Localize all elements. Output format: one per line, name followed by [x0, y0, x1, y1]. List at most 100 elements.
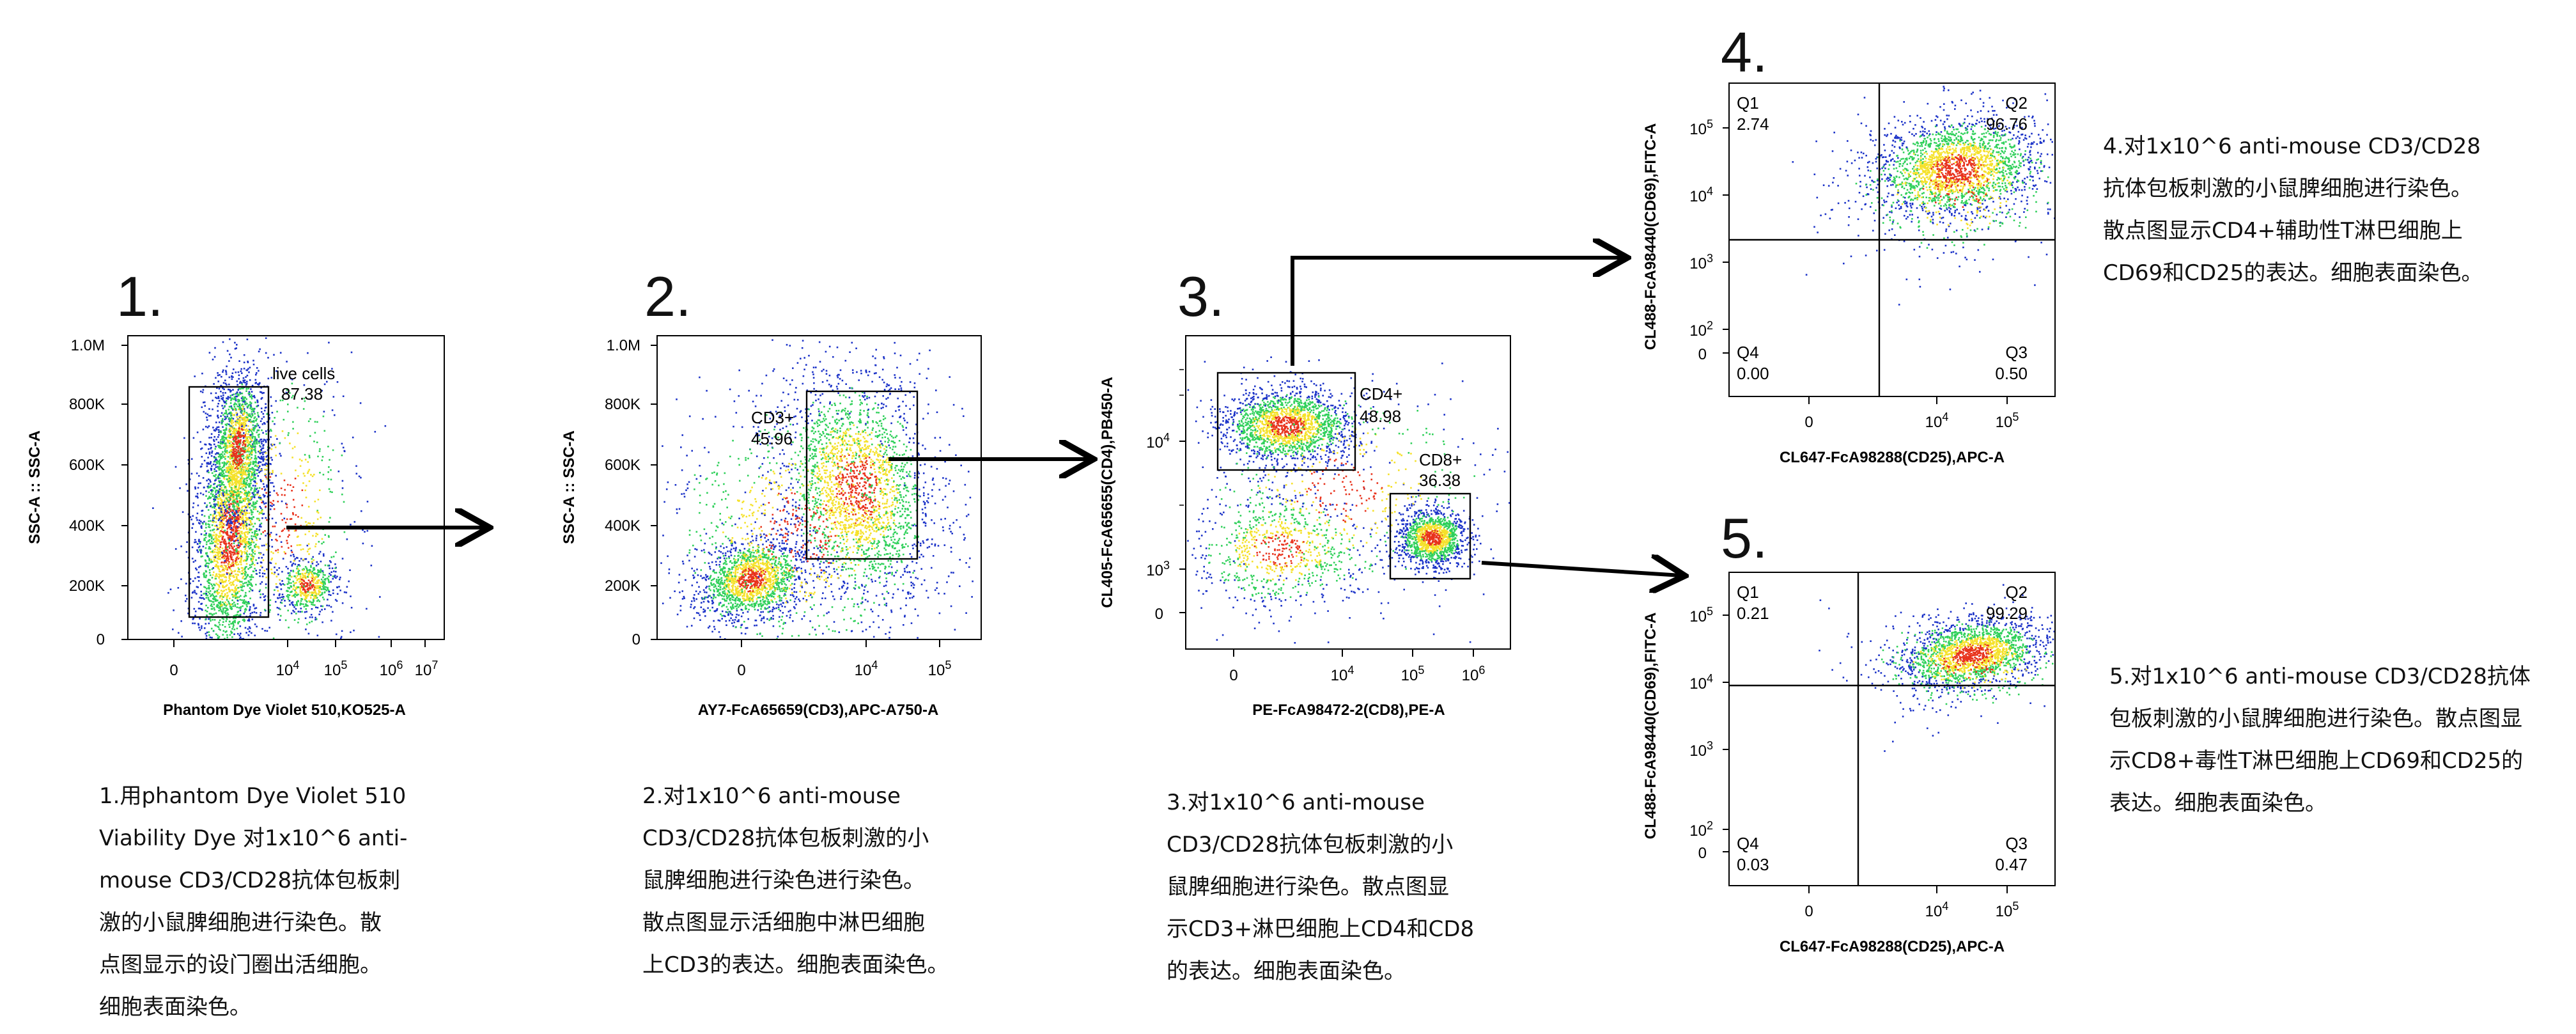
panel-5-caption: 5.对1x10^6 anti-mouse CD3/CD28抗体 包板刺激的小鼠脾…: [2109, 664, 2531, 816]
plot-5-ytick-1e3: 103: [1689, 739, 1713, 760]
plot-1-ytick-800k: 800K: [69, 396, 105, 413]
panel-5-number: 5.: [1721, 506, 1768, 570]
plot-2-frame: [656, 335, 982, 640]
plot-1-xtick-1e6: 106: [380, 659, 403, 679]
plot-5-q2-label: Q2: [2005, 583, 2028, 602]
plot-3-xtick-1e6: 106: [1462, 664, 1486, 684]
plot-5-q1-label: Q1: [1737, 583, 1759, 602]
plot-2-ylabel: SSC-A :: SSC-A: [561, 430, 578, 544]
plot-5-ytick-1e5: 105: [1689, 605, 1713, 625]
plot-3-xlabel: PE-FcA98472-2(CD8),PE-A: [1252, 701, 1445, 719]
plot-2-xtick-1e5: 105: [928, 659, 952, 679]
gate-cd8-label: CD8+: [1419, 450, 1462, 469]
plot-4-xlabel: CL647-FcA98288(CD25),APC-A: [1780, 449, 2005, 466]
gate-cd3: [805, 390, 919, 560]
plot-5-ylabel: CL488-FcA98440(CD69),FITC-A: [1642, 613, 1659, 840]
gate-cd8-percent: 36.38: [1419, 471, 1461, 490]
gate-live-cells: [188, 386, 270, 618]
plot-4-q3-percent: 0.50: [1995, 364, 2028, 383]
plot-4-xtick-1e4: 104: [1925, 411, 1949, 431]
plot-1-ytick-0: 0: [97, 631, 105, 648]
gate-cd8: [1389, 492, 1471, 580]
plot-2-xtick-1e4: 104: [855, 659, 878, 679]
plot-4-q1-label: Q1: [1737, 93, 1759, 113]
panel-2-caption: 2.对1x10^6 anti-mouse CD3/CD28抗体包板刺激的小 鼠脾…: [642, 783, 949, 978]
plot-1-ytick-1m: 1.0M: [71, 337, 105, 354]
gate-cd4: [1216, 372, 1356, 471]
plot-3-ytick-0: 0: [1155, 606, 1163, 623]
plot-4-xtick-1e5: 105: [1996, 411, 2019, 431]
gate-live-cells-percent: 87.38: [281, 384, 323, 403]
plot-5-ytick-0: 0: [1698, 845, 1707, 862]
plot-4-ylabel: CL488-FcA98440(CD69),FITC-A: [1642, 123, 1659, 350]
plot-3-ytick-1e4: 104: [1146, 431, 1170, 451]
plot-4-q4-percent: 0.00: [1737, 364, 1769, 383]
plot-2-ytick-600k: 600K: [605, 457, 640, 474]
panel-1-number: 1.: [116, 265, 164, 328]
plot-4-ytick-1e4: 104: [1689, 185, 1713, 205]
panel-3-caption: 3.对1x10^6 anti-mouse CD3/CD28抗体包板刺激的小 鼠脾…: [1167, 790, 1475, 984]
plot-3: CD4+ 48.98 CD8+ 36.38 104 103 0 0 104 10…: [1099, 335, 1511, 719]
plot-5: Q1 0.21 Q2 99.29 Q4 0.03 Q3 0.47 105 104…: [1642, 572, 2056, 955]
plot-5-q3-percent: 0.47: [1995, 855, 2028, 874]
plot-5-ytick-1e2: 102: [1689, 819, 1713, 840]
plot-4: Q1 2.74 Q2 96.76 Q4 0.00 Q3 0.50 105 104…: [1642, 82, 2056, 466]
panel-3-number: 3.: [1177, 265, 1225, 328]
plot-3-xtick-1e5: 105: [1401, 664, 1425, 684]
plot-5-xtick-1e4: 104: [1925, 900, 1949, 920]
plot-5-ytick-1e4: 104: [1689, 672, 1713, 693]
plot-2-ytick-400k: 400K: [605, 517, 640, 535]
plot-4-ytick-0: 0: [1698, 346, 1707, 363]
plot-1-xlabel: Phantom Dye Violet 510,KO525-A: [163, 701, 406, 719]
plot-2-ytick-1m: 1.0M: [607, 337, 640, 354]
gate-cd3-percent: 45.96: [751, 429, 793, 448]
plot-1-xtick-1e7: 107: [415, 659, 438, 679]
plot-5-xlabel: CL647-FcA98288(CD25),APC-A: [1780, 938, 2005, 955]
gate-cd4-label: CD4+: [1360, 384, 1402, 403]
plot-2-ytick-800k: 800K: [605, 396, 640, 413]
panel-4-caption: 4.对1x10^6 anti-mouse CD3/CD28 抗体包板刺激的小鼠脾…: [2103, 134, 2483, 286]
plot-3-xtick-1e4: 104: [1331, 664, 1354, 684]
plot-4-ytick-1e5: 105: [1689, 118, 1713, 138]
plot-5-events: [1819, 584, 2055, 752]
plot-4-q2-label: Q2: [2005, 93, 2028, 113]
plot-2-ytick-0: 0: [632, 631, 640, 648]
plot-4-events: [1792, 86, 2056, 306]
plot-2: CD3+ 45.96 1.0M 800K 600K 400K 200K 0 0 …: [561, 335, 982, 719]
panel-2-number: 2.: [644, 265, 692, 328]
plot-5-q3-label: Q3: [2005, 834, 2028, 853]
gate-cd4-percent: 48.98: [1360, 407, 1401, 426]
plot-2-ytick-200k: 200K: [605, 577, 640, 595]
plot-1-frame: [127, 335, 445, 640]
plot-4-q4-label: Q4: [1737, 343, 1759, 362]
panel-4-number: 4.: [1721, 20, 1768, 84]
plot-4-ytick-1e2: 102: [1689, 319, 1713, 340]
plot-1-ytick-200k: 200K: [69, 577, 105, 595]
plot-5-frame: [1728, 572, 2056, 886]
plot-4-xtick-0: 0: [1804, 414, 1813, 431]
plot-1-xtick-1e5: 105: [324, 659, 348, 679]
plot-3-frame: [1185, 335, 1511, 650]
arrow-3-to-4: [1291, 258, 1624, 366]
plot-1-ytick-600k: 600K: [69, 457, 105, 474]
plot-2-xlabel: AY7-FcA65659(CD3),APC-A750-A: [698, 701, 939, 719]
plot-1-ylabel: SSC-A :: SSC-A: [26, 430, 43, 544]
plot-5-q4-label: Q4: [1737, 834, 1759, 853]
arrow-3-to-5: [1481, 563, 1681, 576]
plot-1: live cells 87.38 1.0M 800K 600K 400K 200…: [26, 335, 445, 719]
gate-cd3-label: CD3+: [751, 408, 794, 427]
plot-1-xtick-0: 0: [169, 662, 178, 679]
plot-4-q1-percent: 2.74: [1737, 114, 1769, 134]
plot-4-ytick-1e3: 103: [1689, 252, 1713, 272]
plot-3-xtick-0: 0: [1229, 667, 1238, 684]
plot-4-q3-label: Q3: [2005, 343, 2028, 362]
plot-5-q2-percent: 99.29: [1986, 604, 2028, 623]
gate-live-cells-label: live cells: [272, 364, 335, 383]
plot-5-q1-percent: 0.21: [1737, 604, 1769, 623]
plot-5-xtick-1e5: 105: [1996, 900, 2019, 920]
plot-1-xtick-1e4: 104: [276, 659, 300, 679]
plot-4-q2-percent: 96.76: [1986, 114, 2028, 134]
plot-3-ytick-1e3: 103: [1146, 559, 1170, 579]
plot-3-ylabel: CL405-FcA65655(CD4),PB450-A: [1099, 377, 1116, 607]
